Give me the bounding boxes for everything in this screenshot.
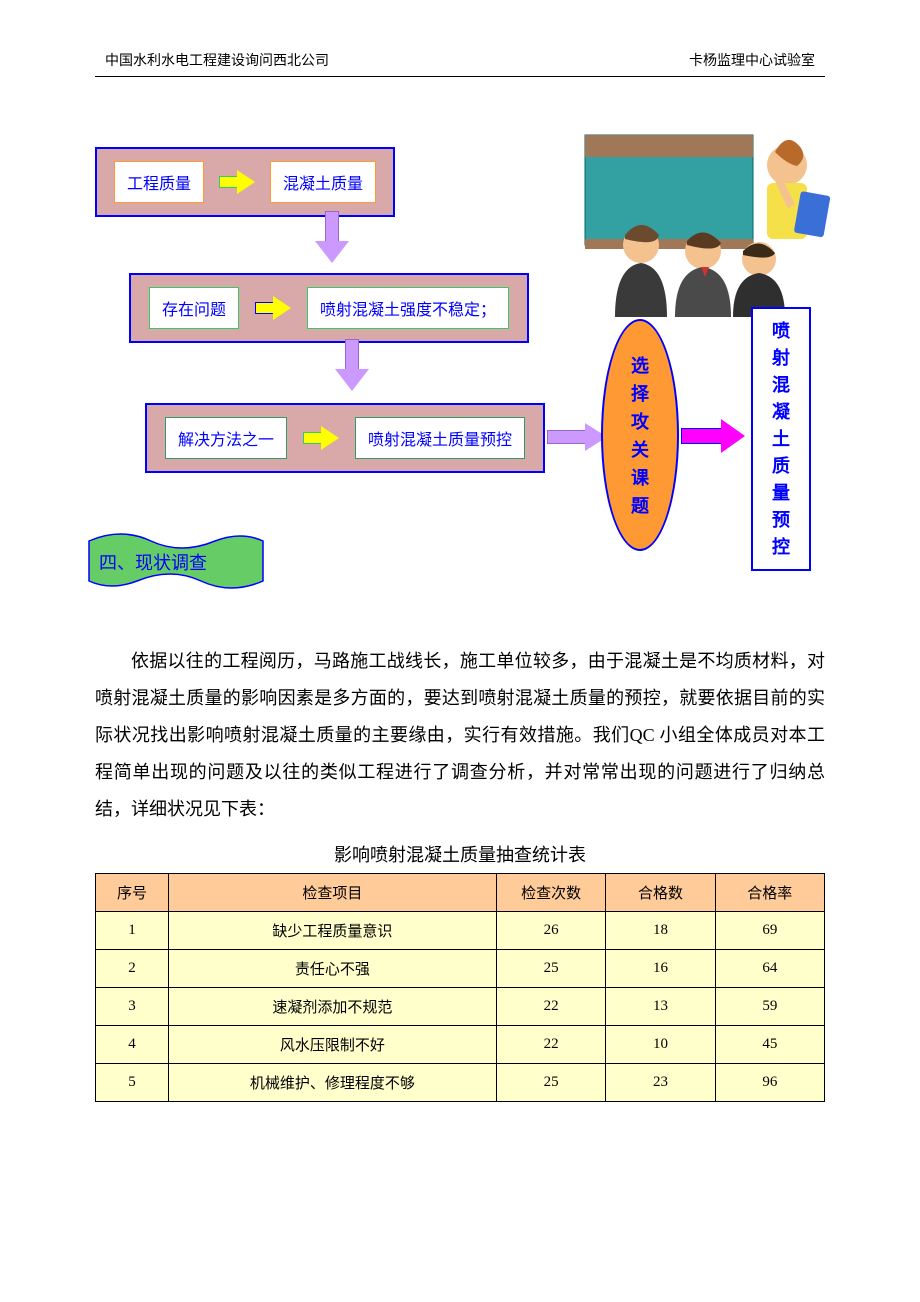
table-row: 3速凝剂添加不规范221359 bbox=[96, 988, 825, 1026]
table-cell: 25 bbox=[496, 950, 605, 988]
flow-row-3: 解决方法之一 喷射混凝土质量预控 bbox=[145, 403, 545, 473]
flow-cell-1a: 工程质量 bbox=[114, 161, 204, 203]
col-count: 检查次数 bbox=[496, 874, 605, 912]
flow-row-1: 工程质量 混凝土质量 bbox=[95, 147, 395, 217]
table-row: 2责任心不强251664 bbox=[96, 950, 825, 988]
table-cell: 风水压限制不好 bbox=[168, 1026, 496, 1064]
table-row: 1缺少工程质量意识261869 bbox=[96, 912, 825, 950]
table-cell: 64 bbox=[715, 950, 824, 988]
arrow-icon bbox=[219, 170, 255, 194]
table-cell: 25 bbox=[496, 1064, 605, 1102]
table-cell: 2 bbox=[96, 950, 169, 988]
arrow-down-icon bbox=[335, 339, 369, 393]
header-right: 卡杨监理中心试验室 bbox=[689, 50, 815, 70]
arrow-icon bbox=[255, 296, 291, 320]
arrow-icon bbox=[303, 426, 339, 450]
flow-cell-3b: 喷射混凝土质量预控 bbox=[355, 417, 525, 459]
table-cell: 责任心不强 bbox=[168, 950, 496, 988]
table-cell: 10 bbox=[606, 1026, 715, 1064]
body-paragraph: 依据以往的工程阅历，马路施工战线长，施工单位较多，由于混凝土是不均质材料，对喷射… bbox=[95, 643, 825, 827]
table-title: 影响喷射混凝土质量抽查统计表 bbox=[95, 841, 825, 867]
table-row: 4风水压限制不好221045 bbox=[96, 1026, 825, 1064]
table-cell: 13 bbox=[606, 988, 715, 1026]
result-text: 喷 射 混 凝 土 质 量 预 控 bbox=[772, 318, 790, 561]
table-header-row: 序号 检查项目 检查次数 合格数 合格率 bbox=[96, 874, 825, 912]
flow-row-2: 存在问题 喷射混凝土强度不稳定； bbox=[129, 273, 529, 343]
table-cell: 速凝剂添加不规范 bbox=[168, 988, 496, 1026]
header-left: 中国水利水电工程建设询问西北公司 bbox=[105, 50, 329, 70]
table-cell: 69 bbox=[715, 912, 824, 950]
col-item: 检查项目 bbox=[168, 874, 496, 912]
table-cell: 26 bbox=[496, 912, 605, 950]
table-cell: 缺少工程质量意识 bbox=[168, 912, 496, 950]
flow-cell-2b: 喷射混凝土强度不稳定； bbox=[307, 287, 509, 329]
arrow-down-icon bbox=[315, 211, 349, 265]
table-cell: 5 bbox=[96, 1064, 169, 1102]
section-banner-text: 四、现状调查 bbox=[99, 549, 207, 575]
page-header: 中国水利水电工程建设询问西北公司 卡杨监理中心试验室 bbox=[95, 50, 825, 77]
col-seq: 序号 bbox=[96, 874, 169, 912]
arrow-right-icon bbox=[681, 419, 747, 453]
table-cell: 59 bbox=[715, 988, 824, 1026]
flow-cell-1b: 混凝土质量 bbox=[270, 161, 376, 203]
flow-cell-2a: 存在问题 bbox=[149, 287, 239, 329]
table-cell: 1 bbox=[96, 912, 169, 950]
meeting-clipart bbox=[575, 117, 835, 317]
table-cell: 22 bbox=[496, 988, 605, 1026]
topic-ellipse: 选 择 攻 关 课 题 bbox=[601, 319, 679, 551]
result-box: 喷 射 混 凝 土 质 量 预 控 bbox=[751, 307, 811, 571]
col-rate: 合格率 bbox=[715, 874, 824, 912]
table-cell: 4 bbox=[96, 1026, 169, 1064]
flowchart: 工程质量 混凝土质量 存在问题 喷射混凝土强度不稳定； bbox=[95, 107, 825, 637]
stats-table: 序号 检查项目 检查次数 合格数 合格率 1缺少工程质量意识2618692责任心… bbox=[95, 873, 825, 1102]
table-cell: 96 bbox=[715, 1064, 824, 1102]
table-cell: 机械维护、修理程度不够 bbox=[168, 1064, 496, 1102]
table-cell: 16 bbox=[606, 950, 715, 988]
table-cell: 45 bbox=[715, 1026, 824, 1064]
table-row: 5机械维护、修理程度不够252396 bbox=[96, 1064, 825, 1102]
col-pass: 合格数 bbox=[606, 874, 715, 912]
table-cell: 23 bbox=[606, 1064, 715, 1102]
table-cell: 3 bbox=[96, 988, 169, 1026]
flow-cell-3a: 解决方法之一 bbox=[165, 417, 287, 459]
ellipse-text: 选 择 攻 关 课 题 bbox=[631, 353, 649, 520]
arrow-right-icon bbox=[547, 423, 607, 451]
table-cell: 22 bbox=[496, 1026, 605, 1064]
table-cell: 18 bbox=[606, 912, 715, 950]
